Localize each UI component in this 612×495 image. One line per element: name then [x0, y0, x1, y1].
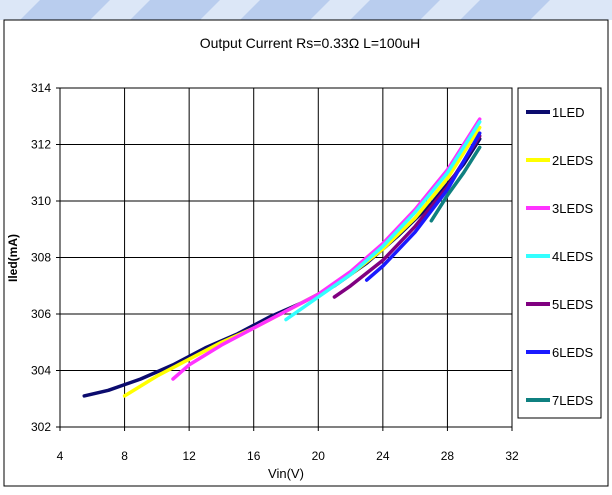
series-line-4leds	[284, 120, 482, 322]
x-tick-label: 28	[441, 449, 455, 463]
x-tick-label: 8	[121, 449, 128, 463]
y-tick-label: 312	[31, 138, 51, 152]
y-tick-label: 308	[31, 251, 51, 265]
y-tick-label: 310	[31, 194, 51, 208]
header-banner	[0, 0, 612, 20]
x-tick-label: 20	[312, 449, 326, 463]
y-tick-label: 302	[31, 420, 51, 434]
x-tick-label: 16	[247, 449, 261, 463]
series-lines	[82, 117, 482, 398]
y-tick-label: 306	[31, 307, 51, 321]
y-axis-label: Iled(mA)	[6, 234, 20, 282]
legend-label: 6LEDS	[552, 345, 594, 360]
legend-label: 2LEDS	[552, 153, 594, 168]
y-tick-label: 314	[31, 81, 51, 95]
y-axis-ticks: 302 304 306 308 310 312 314	[31, 81, 60, 434]
x-tick-label: 24	[376, 449, 390, 463]
legend-box	[517, 87, 602, 419]
legend: 1LED 2LEDS 3LEDS 4LEDS 5LEDS 6LEDS 7LEDS	[526, 105, 594, 408]
legend-label: 1LED	[552, 105, 585, 120]
x-tick-label: 4	[57, 449, 64, 463]
series-line-3leds	[171, 117, 482, 381]
x-axis-ticks: 4 8 12 16 20 24 28 32	[57, 427, 519, 463]
chart-title: Output Current Rs=0.33Ω L=100uH	[200, 35, 421, 51]
legend-label: 4LEDS	[552, 249, 594, 264]
x-axis-label: Vin(V)	[268, 466, 304, 481]
legend-label: 5LEDS	[552, 297, 594, 312]
grid-lines	[60, 88, 512, 427]
legend-label: 3LEDS	[552, 201, 594, 216]
series-line-7leds	[429, 145, 482, 223]
series-line-6leds	[364, 131, 482, 282]
y-tick-label: 304	[31, 364, 51, 378]
x-tick-label: 32	[505, 449, 519, 463]
x-tick-label: 12	[182, 449, 196, 463]
legend-label: 7LEDS	[552, 393, 594, 408]
